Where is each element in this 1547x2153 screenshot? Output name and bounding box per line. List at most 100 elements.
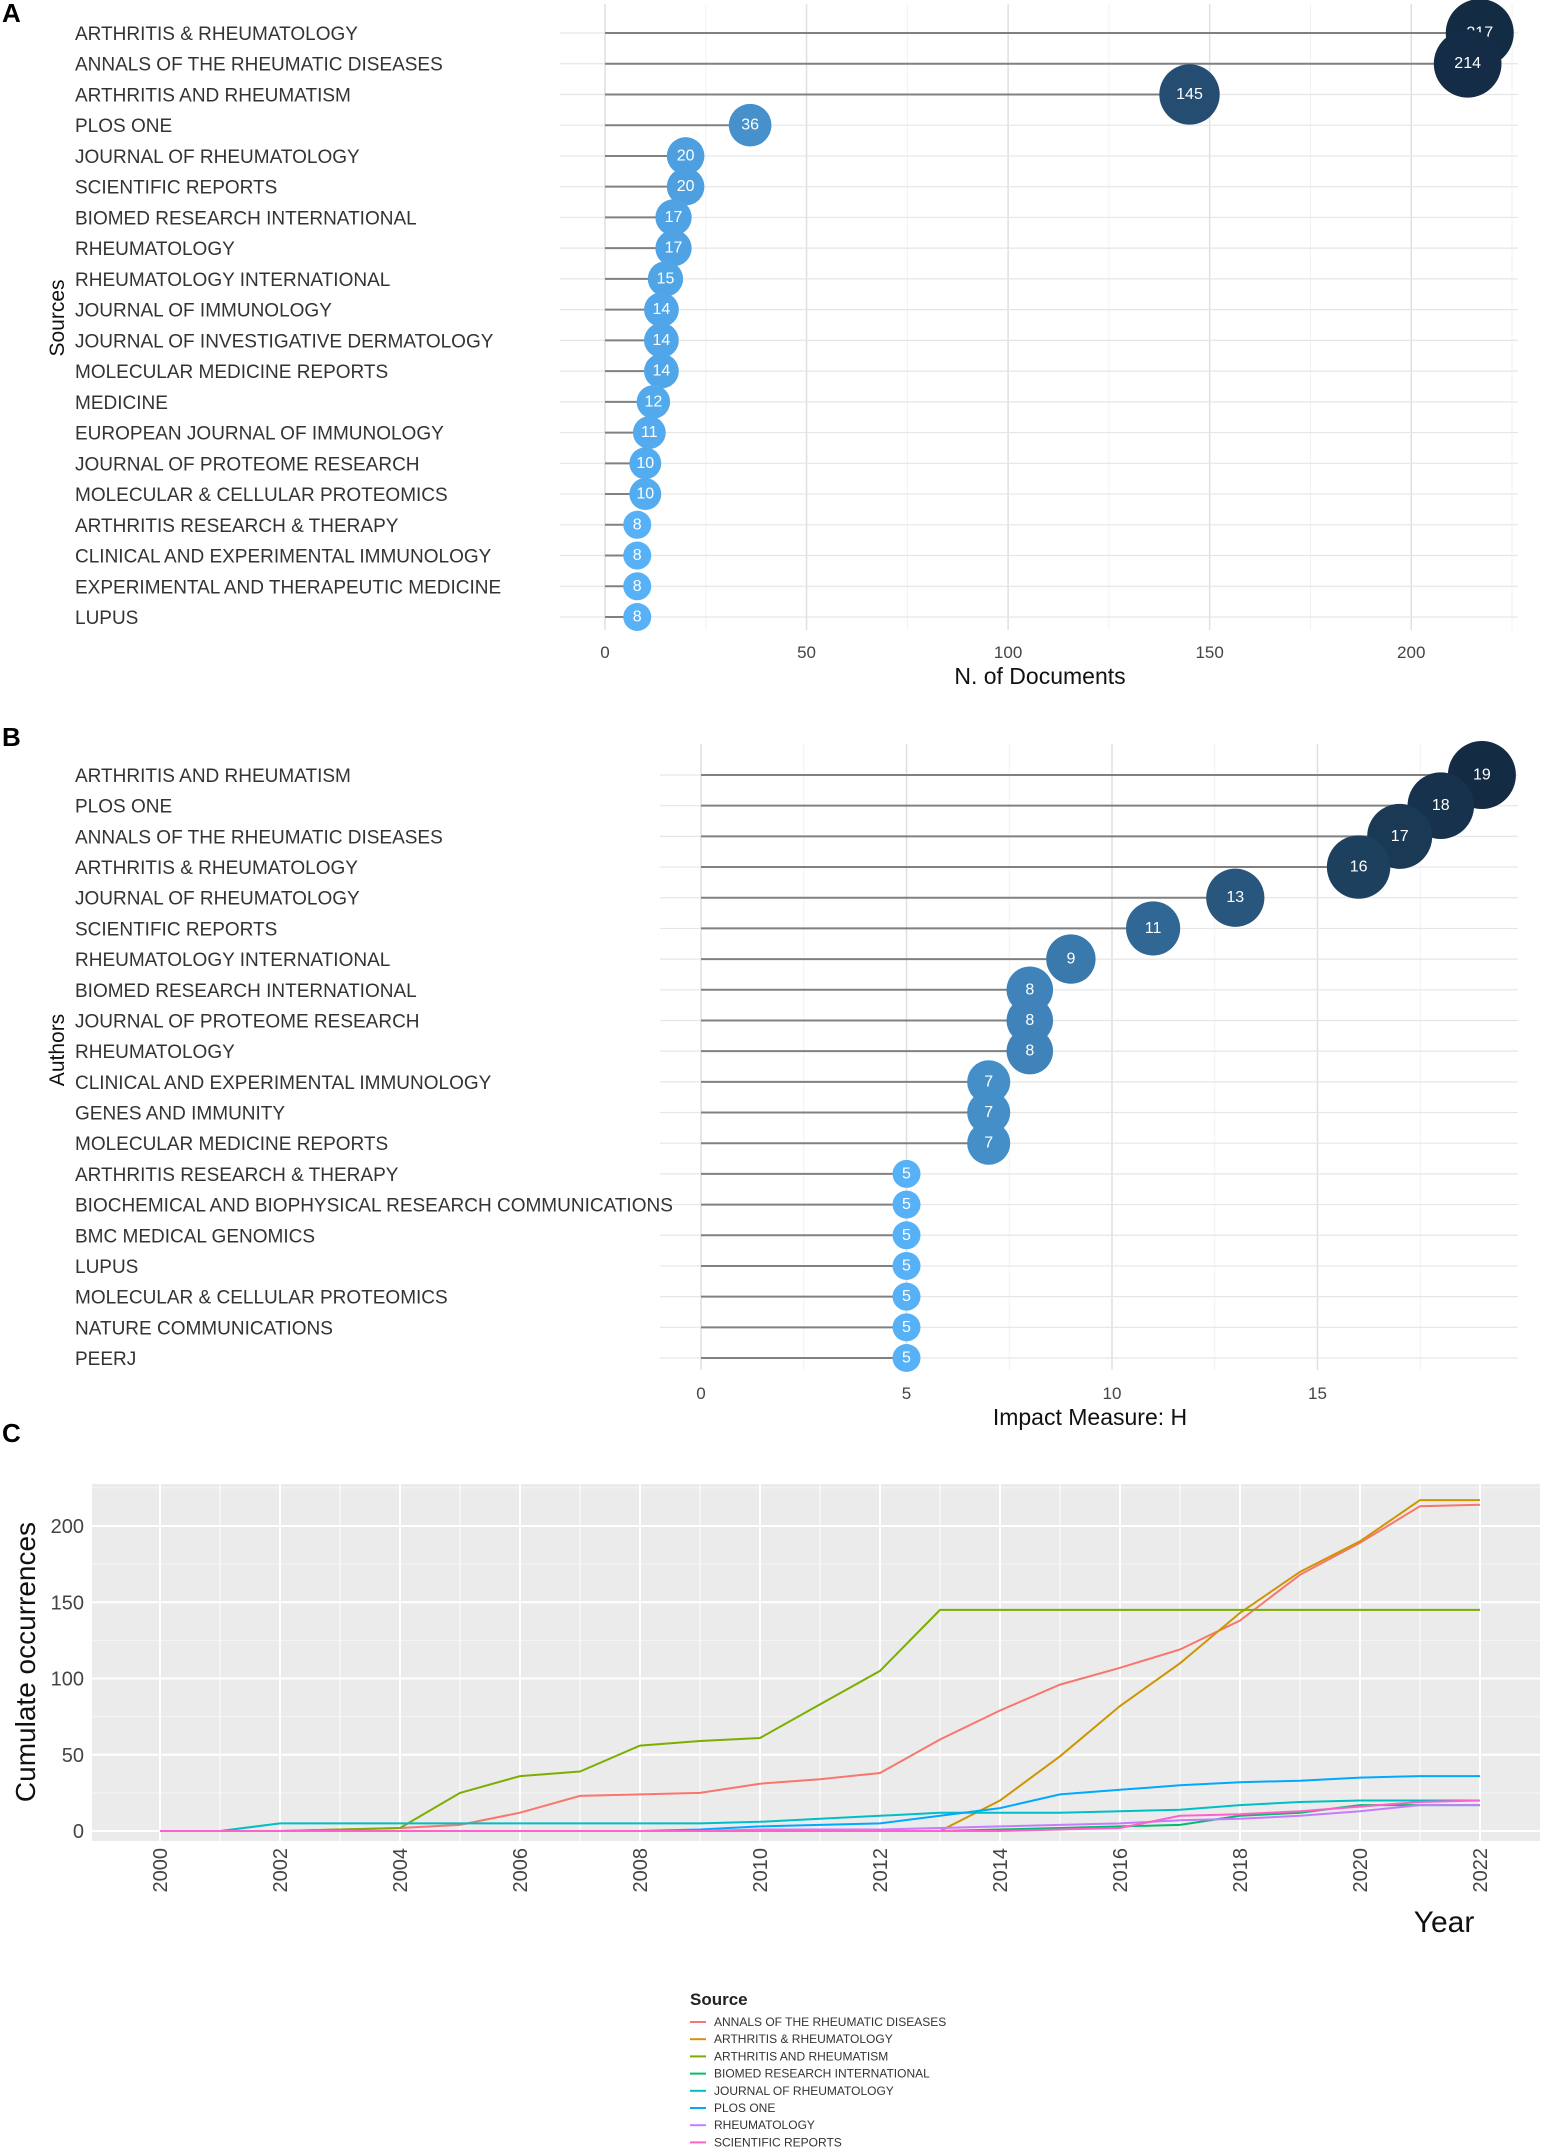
lollipop-bubble xyxy=(655,199,692,236)
bubble-value-label: 10 xyxy=(636,486,654,503)
row-label: MEDICINE xyxy=(75,393,168,414)
bubble-value-label: 8 xyxy=(1025,981,1034,998)
row-label: RHEUMATOLOGY INTERNATIONAL xyxy=(75,950,390,971)
legend-item-label: RHEUMATOLOGY xyxy=(714,2118,815,2132)
legend-item-label: BIOMED RESEARCH INTERNATIONAL xyxy=(714,2067,930,2081)
panel-b-y-axis-title: Authors xyxy=(46,1014,69,1086)
x-tick-label: 2022 xyxy=(1470,1848,1492,1893)
lollipop-bubble xyxy=(644,322,679,358)
y-tick-label: 150 xyxy=(51,1592,84,1614)
legend-item-label: ARTHRITIS AND RHEUMATISM xyxy=(714,2049,888,2063)
y-tick-label: 200 xyxy=(51,1516,84,1538)
bubble-value-label: 9 xyxy=(1066,951,1075,968)
row-label: SCIENTIFIC REPORTS xyxy=(75,178,277,199)
row-label: SCIENTIFIC REPORTS xyxy=(75,919,277,940)
bubble-value-label: 5 xyxy=(902,1350,911,1367)
x-tick-label: 2004 xyxy=(390,1848,412,1893)
bubble-value-label: 20 xyxy=(677,147,695,164)
panel-a-x-axis-title: N. of Documents xyxy=(954,663,1125,689)
x-tick-label: 2010 xyxy=(750,1848,772,1893)
x-tick-label: 100 xyxy=(994,643,1022,662)
lollipop-bubble xyxy=(623,510,652,539)
lollipop-bubble xyxy=(629,478,662,511)
lollipop-bubble xyxy=(623,603,652,631)
x-tick-label: 2006 xyxy=(510,1848,532,1893)
row-label: MOLECULAR & CELLULAR PROTEOMICS xyxy=(75,485,448,506)
x-tick-label: 2016 xyxy=(1110,1848,1132,1893)
row-label: ANNALS OF THE RHEUMATIC DISEASES xyxy=(75,827,443,848)
bubble-value-label: 8 xyxy=(633,516,642,533)
panel-c-legend: Source ANNALS OF THE RHEUMATIC DISEASES A… xyxy=(690,1990,946,2149)
lollipop-bubble xyxy=(967,1060,1011,1104)
bubble-value-label: 17 xyxy=(665,240,683,257)
lollipop-bubble xyxy=(1046,934,1096,984)
row-label: JOURNAL OF PROTEOME RESEARCH xyxy=(75,1011,420,1032)
bubble-value-label: 8 xyxy=(1025,1012,1034,1029)
x-tick-label: 2020 xyxy=(1350,1848,1372,1893)
x-tick-label: 2012 xyxy=(870,1848,892,1893)
row-label: JOURNAL OF IMMUNOLOGY xyxy=(75,301,332,322)
bubble-value-label: 8 xyxy=(633,609,642,626)
panel-b-x-axis-title: Impact Measure: H xyxy=(993,1404,1187,1430)
series-line xyxy=(160,1608,1480,1832)
row-label: RHEUMATOLOGY xyxy=(75,239,235,260)
lollipop-bubble xyxy=(644,353,679,389)
bubble-value-label: 5 xyxy=(902,1227,911,1244)
panel-a-y-axis-title: Sources xyxy=(46,279,69,356)
lollipop-bubble xyxy=(1159,64,1220,125)
y-tick-label: 50 xyxy=(62,1745,84,1767)
lollipop-bubble xyxy=(892,1221,921,1250)
panel-a-letter: A xyxy=(2,0,21,28)
bubble-value-label: 214 xyxy=(1454,55,1481,72)
row-label: ARTHRITIS & RHEUMATOLOGY xyxy=(75,858,358,879)
bubble-value-label: 5 xyxy=(902,1196,911,1213)
row-label: RHEUMATOLOGY xyxy=(75,1042,235,1063)
row-label: JOURNAL OF RHEUMATOLOGY xyxy=(75,147,360,168)
lollipop-bubble xyxy=(623,541,652,570)
series-line xyxy=(160,1799,1481,1832)
bubble-value-label: 10 xyxy=(636,455,654,472)
lollipop-bubble xyxy=(892,1344,921,1372)
x-tick-label: 2002 xyxy=(270,1848,292,1893)
lollipop-bubble xyxy=(1433,29,1502,98)
x-tick-label: 2000 xyxy=(150,1848,172,1893)
lollipop-bubble xyxy=(892,1313,921,1342)
row-label: BIOCHEMICAL AND BIOPHYSICAL RESEARCH COM… xyxy=(75,1196,673,1217)
bubble-value-label: 19 xyxy=(1473,767,1491,784)
lollipop-bubble xyxy=(892,1159,921,1188)
x-tick-label: 50 xyxy=(797,643,816,662)
lollipop-bubble xyxy=(728,103,772,147)
legend-item-label: PLOS ONE xyxy=(714,2101,775,2115)
bubble-value-label: 36 xyxy=(741,117,759,134)
row-label: EUROPEAN JOURNAL OF IMMUNOLOGY xyxy=(75,424,444,445)
row-label: RHEUMATOLOGY INTERNATIONAL xyxy=(75,270,390,291)
x-tick-label: 2008 xyxy=(630,1848,652,1893)
lollipop-bubble xyxy=(629,447,662,480)
x-tick-label: 0 xyxy=(696,1384,705,1403)
bubble-value-label: 7 xyxy=(984,1073,993,1090)
lollipop-bubble xyxy=(967,1121,1011,1165)
bubble-value-label: 5 xyxy=(902,1257,911,1274)
x-tick-label: 5 xyxy=(902,1384,911,1403)
row-label: ARTHRITIS RESEARCH & THERAPY xyxy=(75,1165,399,1186)
lollipop-bubble xyxy=(632,416,666,449)
panel-c-chart: C 0 50 100 150 200 2000 2002 2004 2006 2008 2010 2… xyxy=(2,1418,1540,2149)
bubble-value-label: 14 xyxy=(653,363,671,380)
row-label: ARTHRITIS RESEARCH & THERAPY xyxy=(75,516,399,537)
lollipop-bubble xyxy=(655,230,692,267)
row-label: CLINICAL AND EXPERIMENTAL IMMUNOLOGY xyxy=(75,547,492,568)
x-tick-label: 0 xyxy=(600,643,609,662)
lollipop-bubble xyxy=(892,1190,921,1219)
lollipop-bubble xyxy=(1126,901,1181,956)
lollipop-bubble xyxy=(1006,1027,1054,1075)
row-label: PEERJ xyxy=(75,1349,136,1370)
bubble-value-label: 14 xyxy=(653,301,671,318)
bubble-value-label: 7 xyxy=(984,1135,993,1152)
lollipop-bubble xyxy=(647,261,684,297)
row-label: ARTHRITIS & RHEUMATOLOGY xyxy=(75,24,358,45)
x-tick-label: 150 xyxy=(1195,643,1223,662)
row-label: BIOMED RESEARCH INTERNATIONAL xyxy=(75,208,417,229)
series-line xyxy=(160,1799,1480,1832)
row-label: EXPERIMENTAL AND THERAPEUTIC MEDICINE xyxy=(75,577,501,598)
panel-c-plot-background xyxy=(92,1484,1540,1841)
